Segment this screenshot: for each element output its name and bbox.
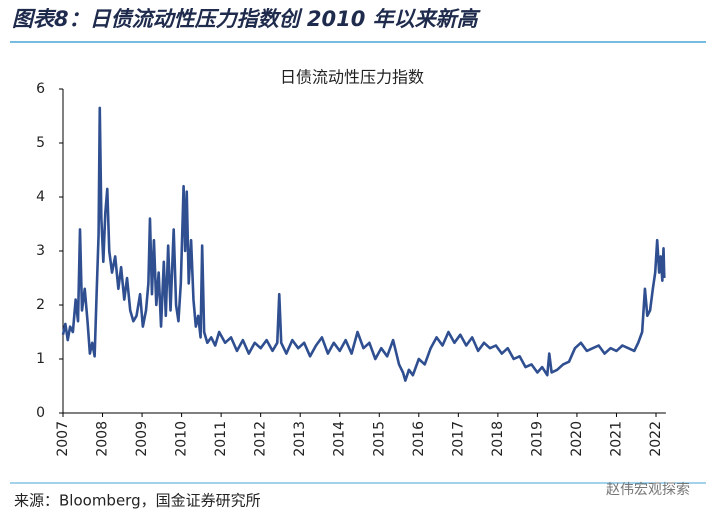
y-tick-label: 5 bbox=[36, 135, 45, 151]
series-line bbox=[61, 106, 666, 382]
x-tick-label: 2012 bbox=[253, 421, 269, 457]
x-tick-label: 2019 bbox=[529, 421, 545, 457]
x-tick-label: 2017 bbox=[450, 421, 466, 457]
x-tick-label: 2011 bbox=[213, 421, 229, 457]
chart-title: 日债流动性压力指数 bbox=[280, 68, 424, 87]
source: 来源：Bloomberg，国金证券研究所 bbox=[14, 492, 261, 510]
y-tick-label: 6 bbox=[36, 81, 45, 97]
y-tick-label: 2 bbox=[36, 297, 45, 313]
x-tick-label: 2009 bbox=[134, 421, 150, 457]
x-tick-label: 2010 bbox=[174, 421, 190, 457]
x-tick-label: 2016 bbox=[411, 421, 427, 457]
y-tick-label: 4 bbox=[36, 189, 45, 205]
header-title: 图表8：日债流动性压力指数创 2010 年以来新高 bbox=[12, 7, 482, 31]
x-tick-label: 2022 bbox=[648, 421, 664, 457]
y-tick-label: 0 bbox=[36, 405, 45, 421]
x-tick-label: 2020 bbox=[569, 421, 585, 457]
x-tick-label: 2014 bbox=[332, 421, 348, 457]
x-tick-label: 2021 bbox=[608, 421, 624, 457]
y-tick-label: 3 bbox=[36, 243, 45, 259]
x-tick-label: 2013 bbox=[292, 421, 308, 457]
watermark: 赵伟宏观探索 bbox=[606, 481, 690, 498]
x-tick-label: 2008 bbox=[95, 421, 111, 457]
x-tick-label: 2007 bbox=[55, 421, 71, 457]
x-tick-label: 2018 bbox=[490, 421, 506, 457]
y-tick-label: 1 bbox=[36, 351, 45, 367]
x-tick-label: 2015 bbox=[371, 421, 387, 457]
